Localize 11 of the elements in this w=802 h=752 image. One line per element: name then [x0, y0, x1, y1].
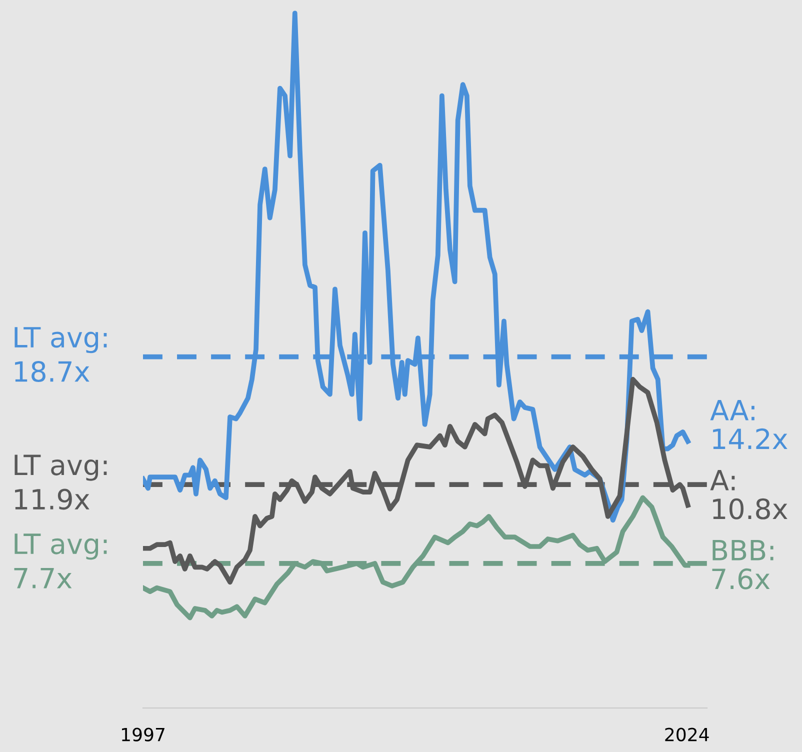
x-tick-label: 1997	[122, 728, 164, 742]
data-label: 10.8x	[713, 498, 788, 520]
ref-line-label: LT avg: 18.7x	[14, 327, 107, 382]
x-tick-label: 2024	[665, 728, 709, 742]
data-label: 7.6x	[712, 568, 770, 590]
data-label: 14.2x	[713, 428, 788, 449]
series-label: A:	[710, 470, 735, 490]
series-label: BBB:	[712, 540, 774, 560]
series-label: AA:	[710, 400, 754, 420]
ref-line-label: LT avg: 11.9x	[14, 454, 107, 510]
ref-line-label: LT avg: 7.7x	[14, 534, 107, 588]
